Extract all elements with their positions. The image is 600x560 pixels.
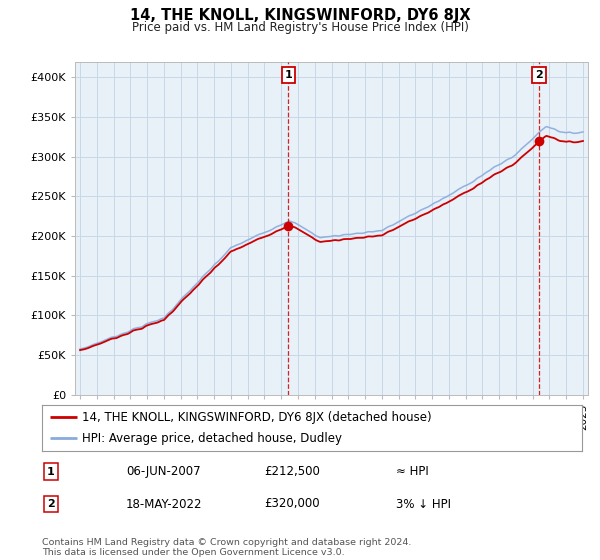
Text: 14, THE KNOLL, KINGSWINFORD, DY6 8JX (detached house): 14, THE KNOLL, KINGSWINFORD, DY6 8JX (de… (83, 411, 432, 424)
Text: 18-MAY-2022: 18-MAY-2022 (126, 497, 203, 511)
Text: £320,000: £320,000 (264, 497, 320, 511)
Text: Contains HM Land Registry data © Crown copyright and database right 2024.
This d: Contains HM Land Registry data © Crown c… (42, 538, 412, 557)
Text: £212,500: £212,500 (264, 465, 320, 478)
Text: 3% ↓ HPI: 3% ↓ HPI (396, 497, 451, 511)
Text: 1: 1 (284, 70, 292, 80)
Text: ≈ HPI: ≈ HPI (396, 465, 429, 478)
Text: 14, THE KNOLL, KINGSWINFORD, DY6 8JX: 14, THE KNOLL, KINGSWINFORD, DY6 8JX (130, 8, 470, 24)
Text: 1: 1 (47, 466, 55, 477)
Text: 2: 2 (47, 499, 55, 509)
Text: 06-JUN-2007: 06-JUN-2007 (126, 465, 200, 478)
Text: 2: 2 (535, 70, 543, 80)
Text: Price paid vs. HM Land Registry's House Price Index (HPI): Price paid vs. HM Land Registry's House … (131, 21, 469, 34)
Text: HPI: Average price, detached house, Dudley: HPI: Average price, detached house, Dudl… (83, 432, 343, 445)
